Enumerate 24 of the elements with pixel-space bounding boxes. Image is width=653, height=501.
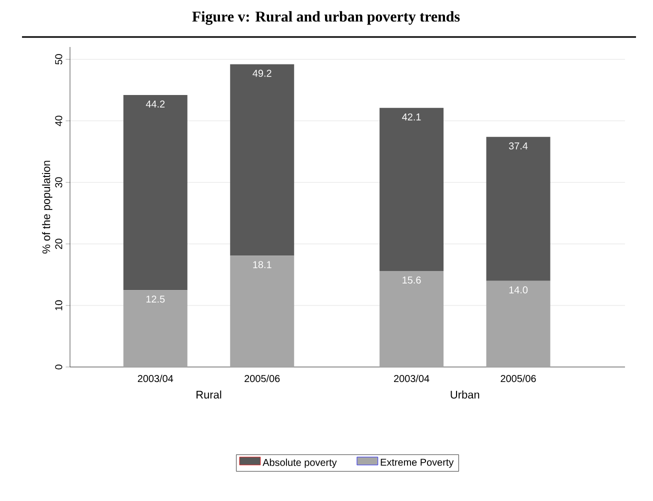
y-tick-label: 30 [55, 177, 62, 188]
y-tick-label: 20 [55, 238, 62, 249]
data-label: 18.1 [253, 261, 272, 268]
text: Urban [450, 390, 480, 399]
chart-title: Figure v: Rural and urban poverty trends [192, 11, 460, 25]
x-tick-label: 2005/06 [244, 374, 280, 382]
total-label: 49.2 [252, 70, 272, 77]
legend-label: Absolute poverty [262, 458, 337, 468]
total-label: 37.4 [508, 142, 528, 150]
data-label: 12.5 [146, 296, 165, 303]
x-tick-label: 2003/04 [394, 374, 430, 382]
x-tick-label: 2005/06 [500, 374, 536, 382]
data-label: 15.6 [402, 276, 421, 284]
y-tick-label: 50 [55, 54, 62, 64]
legend-label: Extreme Poverty [380, 458, 454, 468]
y-axis-title: % of the population [42, 160, 52, 254]
y-tick-label: 0 [55, 364, 62, 370]
data-label: 14.0 [509, 286, 528, 294]
text: Rural [196, 390, 222, 399]
y-tick-label: 10 [55, 300, 62, 310]
total-label: 44.2 [146, 100, 165, 108]
y-tick-label: 40 [55, 116, 62, 126]
x-tick-label: 2003/04 [138, 374, 174, 382]
total-label: 42.1 [402, 113, 421, 120]
